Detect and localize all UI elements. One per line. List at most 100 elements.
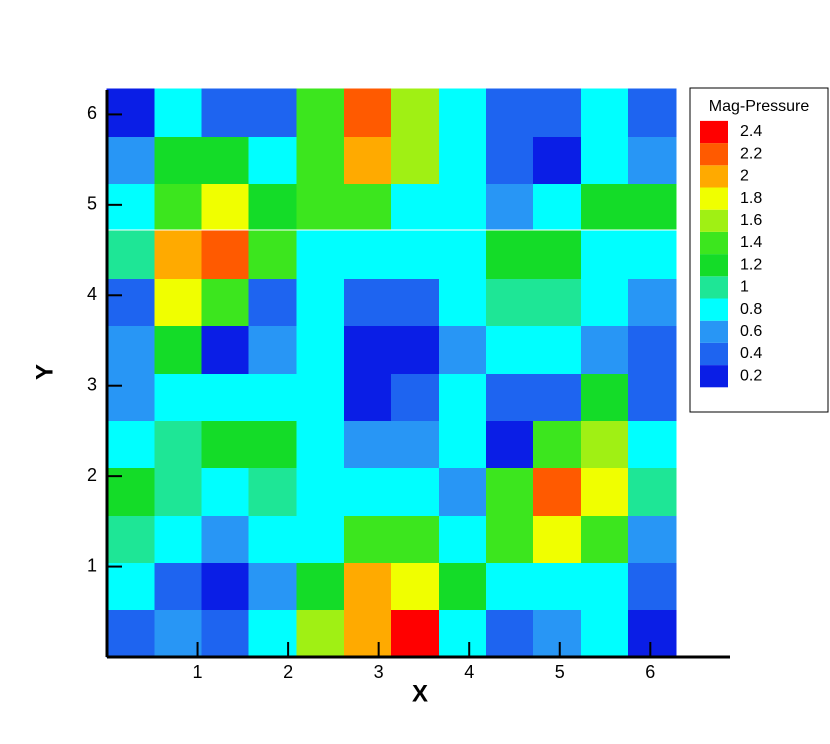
contour-cell (485, 467, 535, 516)
contour-cell (201, 419, 251, 469)
legend-label: 0.8 (740, 301, 762, 318)
contour-cell (533, 325, 582, 374)
contour-cell (438, 88, 488, 138)
y-tick-label: 2 (87, 465, 97, 485)
legend-swatch (700, 209, 728, 232)
contour-cell (390, 180, 440, 230)
contour-cell (296, 325, 346, 374)
contour-cell (201, 277, 251, 327)
contour-cell (343, 609, 393, 658)
contour-cell (485, 419, 535, 469)
x-axis-label: X (412, 680, 428, 707)
contour-cell (296, 180, 346, 230)
legend-label: 0.6 (740, 323, 762, 340)
contour-cell (201, 514, 251, 563)
legend-title: Mag-Pressure (709, 98, 810, 115)
contour-cell (628, 561, 677, 611)
contour-cell (533, 180, 582, 230)
contour-cell (390, 230, 440, 280)
legend-swatch (700, 120, 728, 144)
contour-cell (154, 135, 204, 185)
contour-cell (533, 467, 582, 516)
x-tick-label: 3 (374, 662, 384, 682)
contour-cell (485, 88, 535, 138)
contour-cell (106, 135, 156, 185)
contour-cell (581, 467, 630, 516)
y-tick-label: 6 (87, 103, 97, 123)
x-tick-label: 6 (645, 662, 655, 682)
contour-cell (438, 325, 488, 374)
x-tick-label: 5 (555, 662, 565, 682)
contour-cell (343, 180, 393, 230)
contour-cell (628, 277, 677, 327)
contour-cell (390, 325, 440, 374)
contour-cell (533, 561, 582, 611)
legend-label: 0.4 (740, 345, 762, 362)
contour-cell (390, 467, 440, 516)
contour-cell (248, 88, 298, 138)
x-tick-label: 1 (193, 662, 203, 682)
legend-label: 1.6 (740, 212, 762, 229)
legend-label: 2.2 (740, 145, 762, 162)
contour-cell (248, 180, 298, 230)
contour-cell (248, 372, 298, 422)
contour-cell (438, 135, 488, 185)
contour-cell (533, 372, 582, 422)
contour-cell (533, 135, 582, 185)
y-tick-label: 3 (87, 374, 97, 394)
contour-cell (201, 609, 251, 658)
contour-cell (201, 467, 251, 516)
legend-swatch (700, 254, 728, 277)
contour-cell (390, 372, 440, 422)
contour-cell (533, 419, 582, 469)
contour-cell (485, 609, 535, 658)
contour-cell (581, 88, 630, 138)
contour-cell (485, 372, 535, 422)
contour-cell (581, 277, 630, 327)
contour-cell (533, 230, 582, 280)
contour-cell (248, 514, 298, 563)
contour-cell (628, 135, 677, 185)
contour-cell (343, 325, 393, 374)
contour-cell (485, 514, 535, 563)
contour-cell (628, 514, 677, 563)
contour-cell (154, 88, 204, 138)
contour-cell (201, 230, 251, 280)
contour-cell (581, 561, 630, 611)
contour-cell (390, 277, 440, 327)
x-tick-label: 2 (283, 662, 293, 682)
contour-cell (581, 325, 630, 374)
contour-cell (628, 372, 677, 422)
contour-cell (485, 180, 535, 230)
contour-cell (154, 180, 204, 230)
legend-label: 1.4 (740, 234, 762, 251)
contour-cell (343, 419, 393, 469)
contour-cell (106, 230, 156, 280)
contour-cell (343, 277, 393, 327)
contour-cell (154, 467, 204, 516)
legend-label: 1.2 (740, 256, 762, 273)
contour-cell (106, 419, 156, 469)
contour-cell (581, 419, 630, 469)
contour-cell (533, 609, 582, 658)
contour-cell (343, 135, 393, 185)
contour-cell (438, 180, 488, 230)
contour-cell (248, 609, 298, 658)
contour-cell (390, 561, 440, 611)
contour-cell (296, 88, 346, 138)
legend-swatch (700, 342, 728, 366)
legend-label: 2.4 (740, 123, 762, 140)
contour-cell (296, 277, 346, 327)
contour-cell (296, 467, 346, 516)
contour-cell (438, 277, 488, 327)
contour-cell (628, 609, 677, 658)
contour-cell (106, 609, 156, 658)
legend-swatch (700, 143, 728, 166)
contour-cell (296, 419, 346, 469)
contour-cell (106, 372, 156, 422)
contour-cell (201, 135, 251, 185)
contour-cell (438, 372, 488, 422)
y-axis-label: Y (31, 364, 58, 380)
contour-cell (390, 419, 440, 469)
contour-cell (485, 561, 535, 611)
